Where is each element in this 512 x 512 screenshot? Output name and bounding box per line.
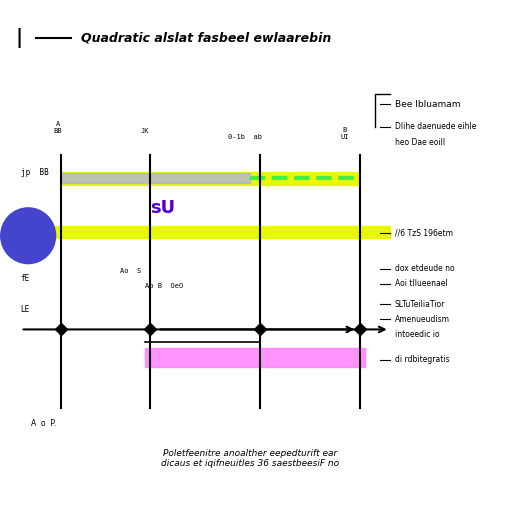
Text: Dlihe daenuede eihle: Dlihe daenuede eihle [395,122,476,132]
Circle shape [1,208,56,264]
Text: fE: fE [20,274,30,283]
Text: Bee lbluamam: Bee lbluamam [395,99,460,109]
Text: heo Dae eoill: heo Dae eoill [395,138,445,146]
Text: A  o  P.: A o P. [31,419,56,428]
Text: 0-1b  ab: 0-1b ab [228,134,262,139]
Text: Ao  S: Ao S [120,268,142,274]
Text: intoeedic io: intoeedic io [395,330,439,339]
Bar [20,226,390,238]
Text: Quadratic alslat fasbeel ewlaarebin: Quadratic alslat fasbeel ewlaarebin [80,32,331,45]
Text: |: | [16,28,23,48]
Text: B
UI: B UI [340,126,349,139]
Text: JK: JK [141,129,150,135]
Bar [60,173,359,185]
Text: jp  BB: jp BB [20,168,49,177]
Text: Ao B  OeO: Ao B OeO [145,283,184,289]
Text: Aoi tllueenael: Aoi tllueenael [395,280,447,288]
Text: LE: LE [20,305,30,314]
Text: //6 TzS 196etm: //6 TzS 196etm [395,229,453,238]
Bar [145,348,365,368]
Text: di rdbitegratis: di rdbitegratis [395,355,449,365]
Text: sU: sU [151,199,176,217]
Text: A
BB: A BB [54,121,62,135]
Text: SLTuTeiliaTior: SLTuTeiliaTior [395,300,445,309]
Bar [60,174,250,183]
Text: Amenueudism: Amenueudism [395,315,450,324]
Text: dox etdeude no: dox etdeude no [395,264,454,273]
Text: Poletfeenitre anoalther eepedturift ear
dicaus et iqifneuitles 36 saestbeesiF no: Poletfeenitre anoalther eepedturift ear … [161,449,339,468]
